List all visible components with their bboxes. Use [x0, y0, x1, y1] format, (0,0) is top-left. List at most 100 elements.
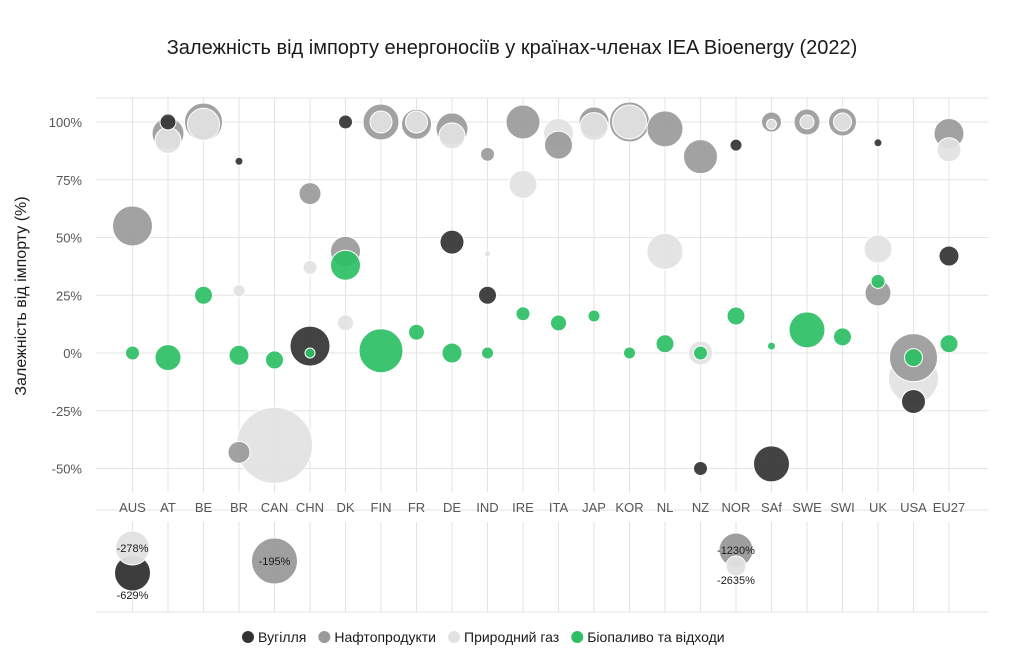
- bubble-s0-ind: [478, 285, 497, 305]
- bubble-s3-nor: [726, 306, 746, 326]
- bubble-s1-aus: [112, 205, 153, 247]
- bubble-s0-uk: [873, 138, 883, 148]
- bubble-s1-chn: [298, 182, 322, 206]
- bubble-s0-br: [234, 156, 244, 166]
- bubble-s3-chn: [304, 347, 316, 359]
- x-tick-label-de: DE: [443, 500, 461, 515]
- bubble-s3-de: [441, 342, 463, 364]
- bubble-s0-nor: [729, 138, 743, 152]
- bubble-s3-uk: [870, 273, 886, 289]
- bubble-s1-ind: [480, 146, 495, 162]
- bubble-s2-chn: [302, 260, 318, 276]
- bubble-s3-ita: [550, 314, 567, 332]
- bubble-s3-aus: [125, 345, 140, 361]
- bubble-s1-ita: [544, 130, 573, 160]
- bubble-s2-nl: [646, 232, 684, 270]
- bubble-s3-nz: [693, 345, 708, 361]
- bubble-s3-br: [228, 344, 250, 366]
- legend-label-3: Біопаливо та відходи: [587, 629, 724, 645]
- legend-label-2: Природний газ: [464, 629, 559, 645]
- bubble-s2-fr: [405, 110, 428, 134]
- bubble-s1-nl: [646, 110, 684, 148]
- x-tick-label-can: CAN: [261, 500, 288, 515]
- bubble-s2-eu27: [936, 137, 962, 163]
- bubble-s0-de: [439, 229, 465, 255]
- bubble-s3-fin: [358, 328, 404, 374]
- bubble-s1-nz: [683, 139, 718, 175]
- bubble-s2-ire: [508, 169, 538, 199]
- x-tick-label-saf: SAf: [761, 500, 782, 515]
- x-tick-label-dk: DK: [336, 500, 354, 515]
- x-tick-label-uk: UK: [869, 500, 887, 515]
- x-tick-label-fr: FR: [408, 500, 425, 515]
- x-tick-label-swe: SWE: [792, 500, 822, 515]
- bubble-s3-jap: [587, 309, 601, 323]
- x-tick-label-be: BE: [195, 500, 213, 515]
- bubble-s3-kor: [623, 346, 636, 360]
- x-tick-label-ita: ITA: [549, 500, 569, 515]
- bubble-s3-usa: [904, 348, 923, 368]
- x-tick-label-nz: NZ: [692, 500, 709, 515]
- bubble-s0-eu27: [938, 245, 960, 267]
- x-tick-label-nl: NL: [657, 500, 674, 515]
- bubble-s2-jap: [579, 112, 609, 142]
- y-tick-label: 0%: [63, 346, 82, 361]
- bubble-s0-nz: [693, 461, 708, 476]
- legend: Вугілля Нафтопродукти Природний газ Біопали…: [242, 629, 725, 645]
- bubble-s3-fr: [408, 323, 425, 341]
- x-tick-label-kor: KOR: [615, 500, 643, 515]
- bubble-s3-saf: [767, 341, 776, 351]
- x-tick-labels: AUS AT BE BR CAN CHN DK FIN FR DE IND IRE ITA JAP KOR N…: [119, 500, 965, 515]
- bubble-s2-at: [154, 126, 182, 154]
- legend-label-1: Нафтопродукти: [334, 629, 436, 645]
- bubble-s0-usa: [901, 389, 926, 415]
- bubble-s2-swe: [799, 114, 815, 130]
- x-tick-label-ire: IRE: [512, 500, 534, 515]
- x-tick-label-jap: JAP: [582, 500, 606, 515]
- bubble-s0-chn: [289, 325, 331, 367]
- outlier-label-nor-4: -2635%: [717, 575, 755, 587]
- legend-marker-0: [242, 631, 254, 643]
- x-tick-label-usa: USA: [900, 500, 927, 515]
- bubble-s3-swi: [833, 327, 852, 347]
- x-tick-label-eu27: EU27: [933, 500, 966, 515]
- outlier-bubble-aus-2: [115, 530, 150, 566]
- bubble-s3-at: [154, 344, 182, 372]
- bubble-s0-saf: [753, 445, 790, 483]
- bubble-s2-swi: [833, 112, 852, 132]
- bubble-s3-dk: [330, 249, 361, 281]
- x-tick-label-at: AT: [160, 500, 176, 515]
- bubble-s3-can: [265, 350, 284, 370]
- x-tick-label-ind: IND: [476, 500, 498, 515]
- bubble-s3-nl: [655, 334, 675, 354]
- bubble-s2-fin: [369, 110, 393, 134]
- bubble-s2-be: [187, 107, 220, 141]
- x-tick-label-chn: CHN: [296, 500, 324, 515]
- bubble-s2-kor: [612, 104, 647, 140]
- outlier-panel: -278% -629% -195% -1230% -2635%: [114, 530, 755, 602]
- y-tick-label: 50%: [56, 231, 82, 246]
- outlier-label-aus-0: -278%: [117, 543, 149, 555]
- legend-marker-1: [318, 631, 331, 643]
- outlier-label-nor-3: -1230%: [717, 545, 755, 557]
- bubble-s2-br: [232, 284, 246, 298]
- outlier-bubble-nor-4: [725, 555, 747, 577]
- x-tick-label-swi: SWI: [830, 500, 855, 515]
- bubble-s2-saf: [766, 118, 777, 130]
- bubble-s2-de: [438, 122, 466, 150]
- bubble-s3-eu27: [939, 334, 959, 354]
- bubble-s2-uk: [863, 234, 893, 264]
- x-tick-label-aus: AUS: [119, 500, 146, 515]
- bubble-s1-ire: [505, 104, 541, 140]
- bubble-s2-ind: [484, 250, 491, 258]
- bubble-s3-ind: [481, 346, 494, 360]
- bubble-s0-at: [159, 113, 177, 131]
- chart-title: Залежність від імпорту енергоносіїв у кр…: [167, 37, 858, 59]
- grid-layer: [96, 97, 988, 613]
- bubble-s3-ire: [515, 306, 531, 322]
- bubble-s0-dk: [338, 114, 353, 130]
- x-tick-label-br: BR: [230, 500, 248, 515]
- bubble-s1-br: [227, 440, 251, 464]
- outlier-bubble-can-0: [251, 537, 298, 585]
